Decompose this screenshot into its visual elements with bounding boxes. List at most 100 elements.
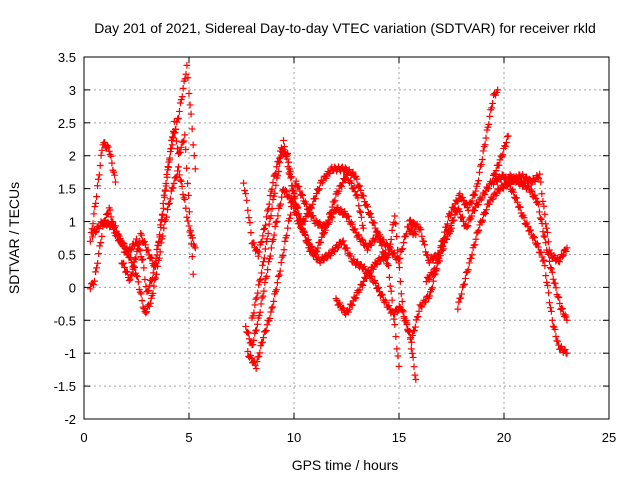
data-point bbox=[276, 267, 284, 275]
data-point bbox=[495, 161, 503, 169]
data-point bbox=[245, 329, 252, 337]
data-point bbox=[475, 226, 483, 234]
data-point bbox=[106, 206, 114, 214]
data-point bbox=[502, 143, 509, 150]
data-point bbox=[348, 220, 356, 228]
y-tick-label: -1 bbox=[64, 346, 76, 361]
data-point bbox=[182, 70, 190, 78]
series-track-3 bbox=[89, 61, 199, 296]
data-point bbox=[142, 309, 150, 317]
data-point bbox=[461, 280, 468, 288]
data-point bbox=[127, 271, 135, 279]
x-tick-label: 10 bbox=[287, 430, 301, 445]
data-point bbox=[249, 312, 257, 320]
data-point bbox=[403, 321, 411, 328]
data-point bbox=[257, 275, 264, 283]
data-point bbox=[189, 234, 196, 242]
data-point bbox=[476, 168, 483, 176]
data-point bbox=[315, 186, 322, 194]
data-point bbox=[394, 352, 402, 360]
data-point bbox=[393, 308, 401, 316]
data-point bbox=[488, 104, 496, 112]
data-point bbox=[174, 145, 181, 153]
series-track-9 bbox=[332, 212, 455, 346]
data-point bbox=[139, 255, 147, 263]
data-point bbox=[152, 259, 160, 267]
data-point bbox=[519, 170, 527, 178]
data-point bbox=[146, 281, 154, 289]
data-point bbox=[335, 187, 343, 195]
data-point bbox=[167, 145, 175, 153]
data-point bbox=[540, 202, 548, 210]
data-point bbox=[385, 262, 392, 269]
data-point bbox=[554, 337, 562, 345]
data-point bbox=[367, 213, 375, 221]
data-point bbox=[475, 177, 482, 185]
data-point bbox=[263, 321, 271, 329]
data-point bbox=[141, 241, 149, 249]
data-point bbox=[264, 266, 272, 274]
data-point bbox=[327, 252, 335, 260]
data-point bbox=[256, 349, 264, 357]
y-tick-label: -1.5 bbox=[54, 379, 76, 394]
series-track-6 bbox=[242, 163, 403, 370]
data-point bbox=[388, 296, 396, 304]
data-point bbox=[548, 268, 556, 276]
data-point bbox=[293, 211, 300, 218]
data-point bbox=[402, 317, 410, 324]
data-point bbox=[322, 174, 330, 182]
data-point bbox=[420, 237, 428, 245]
data-point bbox=[355, 202, 363, 210]
data-point bbox=[166, 195, 174, 203]
series-track-11 bbox=[422, 132, 512, 286]
data-point bbox=[337, 206, 345, 213]
data-point bbox=[482, 210, 489, 217]
data-point bbox=[96, 162, 104, 169]
data-point bbox=[315, 185, 323, 193]
data-point bbox=[274, 279, 281, 287]
data-point bbox=[351, 225, 359, 233]
data-point bbox=[273, 286, 280, 294]
data-point bbox=[191, 244, 199, 252]
data-point bbox=[336, 299, 344, 307]
data-point bbox=[269, 303, 277, 311]
data-point bbox=[105, 219, 113, 227]
data-point bbox=[411, 371, 419, 379]
data-point bbox=[429, 277, 437, 285]
data-point bbox=[354, 232, 362, 240]
plot-frame bbox=[83, 56, 610, 420]
data-point bbox=[474, 180, 482, 188]
data-point bbox=[549, 275, 557, 283]
data-point bbox=[536, 208, 543, 216]
data-point bbox=[94, 182, 101, 190]
data-point bbox=[422, 298, 430, 306]
data-point bbox=[273, 217, 281, 225]
data-point bbox=[355, 231, 363, 239]
data-point bbox=[260, 334, 267, 342]
data-point bbox=[134, 273, 141, 281]
data-point bbox=[474, 228, 482, 236]
data-point bbox=[136, 288, 144, 296]
data-point bbox=[97, 151, 105, 159]
data-point bbox=[89, 233, 96, 241]
data-point bbox=[252, 365, 260, 372]
data-point bbox=[275, 157, 282, 165]
data-point bbox=[481, 141, 489, 149]
data-point bbox=[250, 309, 258, 317]
data-point bbox=[301, 231, 309, 239]
data-point bbox=[444, 220, 451, 228]
data-point bbox=[243, 196, 251, 204]
data-point bbox=[527, 186, 535, 194]
data-point bbox=[186, 208, 193, 216]
data-point bbox=[391, 212, 399, 220]
data-point bbox=[523, 219, 531, 227]
data-point bbox=[286, 170, 294, 178]
data-point bbox=[150, 282, 158, 290]
data-point bbox=[266, 315, 274, 322]
data-point bbox=[440, 245, 447, 253]
data-point bbox=[251, 361, 259, 369]
data-point bbox=[263, 235, 271, 243]
data-point bbox=[246, 219, 254, 227]
data-point bbox=[275, 271, 283, 279]
data-point bbox=[544, 229, 551, 236]
